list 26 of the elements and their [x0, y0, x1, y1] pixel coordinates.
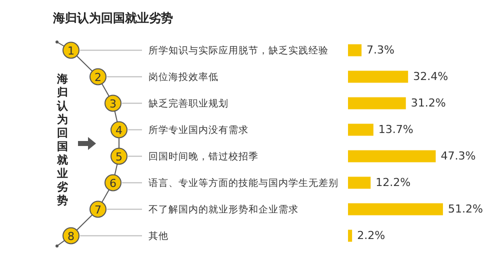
bar	[348, 176, 371, 189]
text: 海归认为回国就业劣势	[57, 74, 68, 207]
data-label: 13.7%	[378, 122, 414, 136]
bar	[348, 203, 443, 216]
data-label: 32.4%	[413, 70, 448, 83]
bar	[348, 97, 406, 110]
y-tick-label: 所学知识与实际应用脱节，缺乏实践经验	[148, 44, 328, 56]
y-tick-label: 缺乏完善职业规划	[148, 97, 228, 110]
y-tick-label: 回国时间晚，错过校招季	[148, 150, 258, 162]
y-tick-label: 不了解国内的就业形势和企业需求	[148, 203, 298, 216]
data-label: 7.3%	[366, 43, 394, 56]
y-tick-label: 其他	[148, 230, 168, 242]
bar	[348, 44, 362, 56]
y-tick-label: 所学专业国内没有需求	[148, 124, 248, 136]
text: 海归认为回国就业劣势	[52, 11, 173, 25]
data-label: 31.2%	[410, 96, 446, 110]
data-label: 51.2%	[448, 202, 483, 216]
y-tick-label: 语言、专业等方面的技能与国内学生无差别	[148, 176, 338, 189]
data-label: 12.2%	[376, 176, 411, 189]
bar	[348, 124, 374, 136]
bar	[348, 150, 436, 162]
data-label: 47.3%	[440, 149, 476, 162]
bar	[348, 230, 352, 242]
data-label: 2.2%	[357, 228, 386, 242]
bar	[348, 70, 408, 83]
y-tick-label: 岗位海投效率低	[148, 70, 218, 83]
